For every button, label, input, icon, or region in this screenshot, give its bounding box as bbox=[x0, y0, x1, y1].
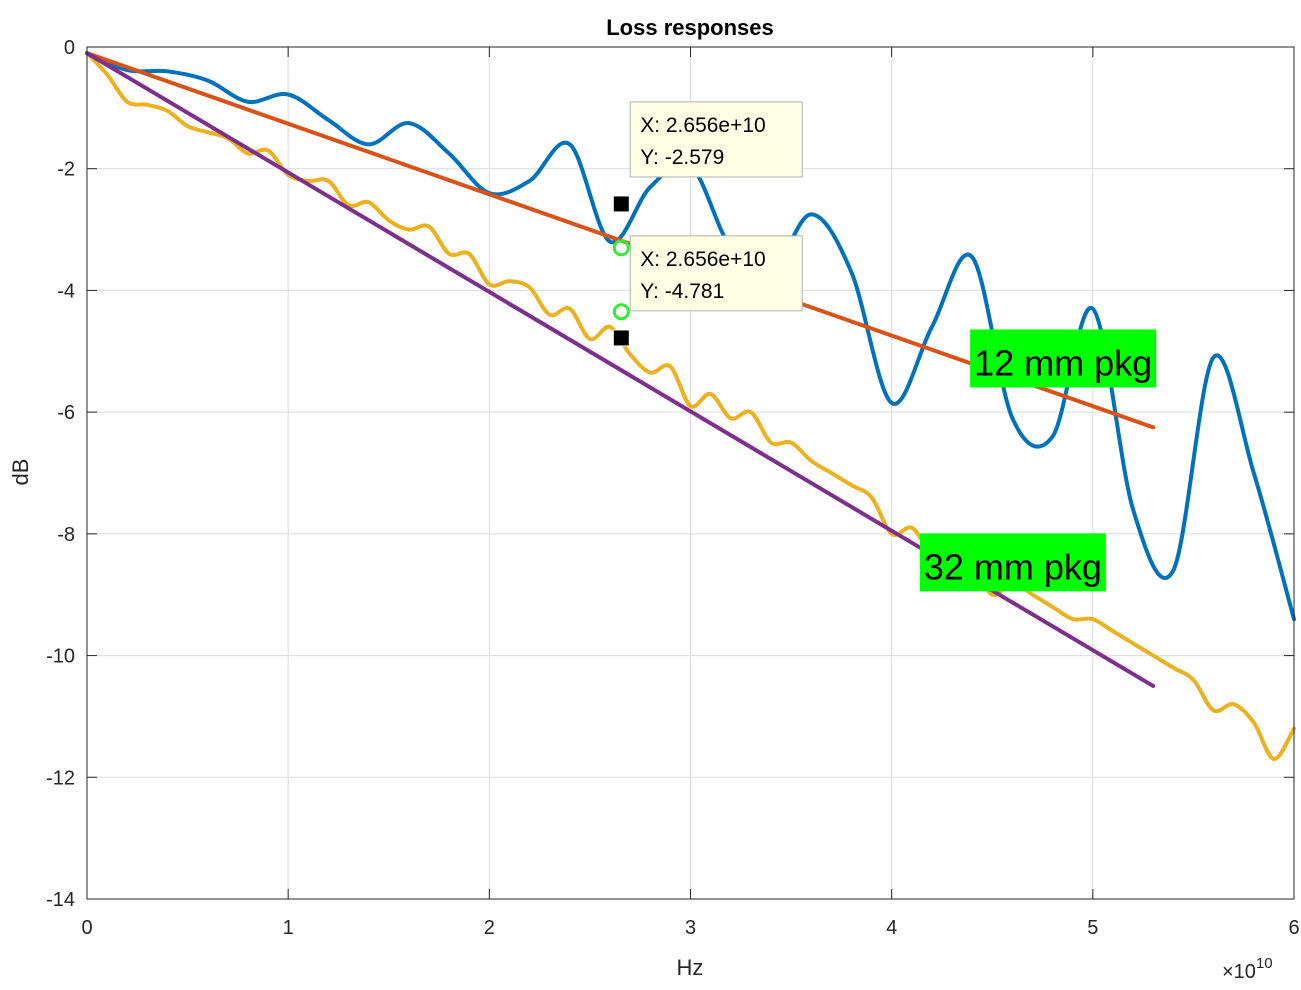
annotation-box bbox=[970, 329, 1157, 388]
y-tick-label: 0 bbox=[64, 37, 75, 59]
y-tick-label: -12 bbox=[46, 767, 75, 789]
y-axis-label: dB bbox=[8, 459, 33, 486]
x-tick-label: 3 bbox=[685, 917, 696, 939]
annotation-label: 12 mm pkg bbox=[974, 342, 1152, 383]
y-tick-label: -14 bbox=[46, 889, 75, 911]
x-axis-exponent: ×1010 bbox=[1222, 955, 1273, 983]
y-tick-label: -2 bbox=[57, 159, 75, 181]
x-exponent-base: ×10 bbox=[1222, 961, 1256, 983]
datatip-box bbox=[629, 235, 803, 312]
ticks-layer: 0 1 2 3 4 5 6 0 -2 -4 -6 -8 -10 -12 -14 bbox=[46, 37, 1299, 939]
y-tick-label: -6 bbox=[57, 402, 75, 424]
datatip-layer: X: 2.656e+10 Y: -2.579 X: 2.656e+10 Y: -4.7… bbox=[612, 101, 803, 347]
x-tick-label: 2 bbox=[484, 917, 495, 939]
datatip-box bbox=[629, 101, 803, 178]
datatip-y-label: Y: -4.781 bbox=[640, 280, 724, 303]
datatip-marker[interactable] bbox=[612, 195, 630, 213]
y-tick-label: -8 bbox=[57, 524, 75, 546]
annotation-layer: 12 mm pkg 32 mm pkg bbox=[919, 329, 1157, 592]
x-tick-label: 4 bbox=[886, 917, 897, 939]
x-tick-label: 1 bbox=[283, 917, 294, 939]
x-tick-label: 5 bbox=[1087, 917, 1098, 939]
x-tick-label: 0 bbox=[81, 917, 92, 939]
datatip-y-label: Y: -2.579 bbox=[640, 146, 724, 169]
datatip-ring-marker bbox=[612, 239, 630, 257]
y-tick-label: -4 bbox=[57, 280, 75, 302]
datatip-x-label: X: 2.656e+10 bbox=[640, 248, 766, 271]
datatip-ring-marker bbox=[612, 303, 630, 321]
annotation-label: 32 mm pkg bbox=[924, 546, 1102, 587]
datatip-x-label: X: 2.656e+10 bbox=[640, 114, 766, 137]
x-axis-label: Hz bbox=[677, 955, 704, 980]
x-exponent-power: 10 bbox=[1256, 955, 1273, 972]
x-tick-label: 6 bbox=[1288, 917, 1299, 939]
annotation-box bbox=[919, 533, 1106, 592]
datatip-marker[interactable] bbox=[612, 329, 630, 347]
chart-title: Loss responses bbox=[606, 15, 774, 40]
y-tick-label: -10 bbox=[46, 646, 75, 668]
